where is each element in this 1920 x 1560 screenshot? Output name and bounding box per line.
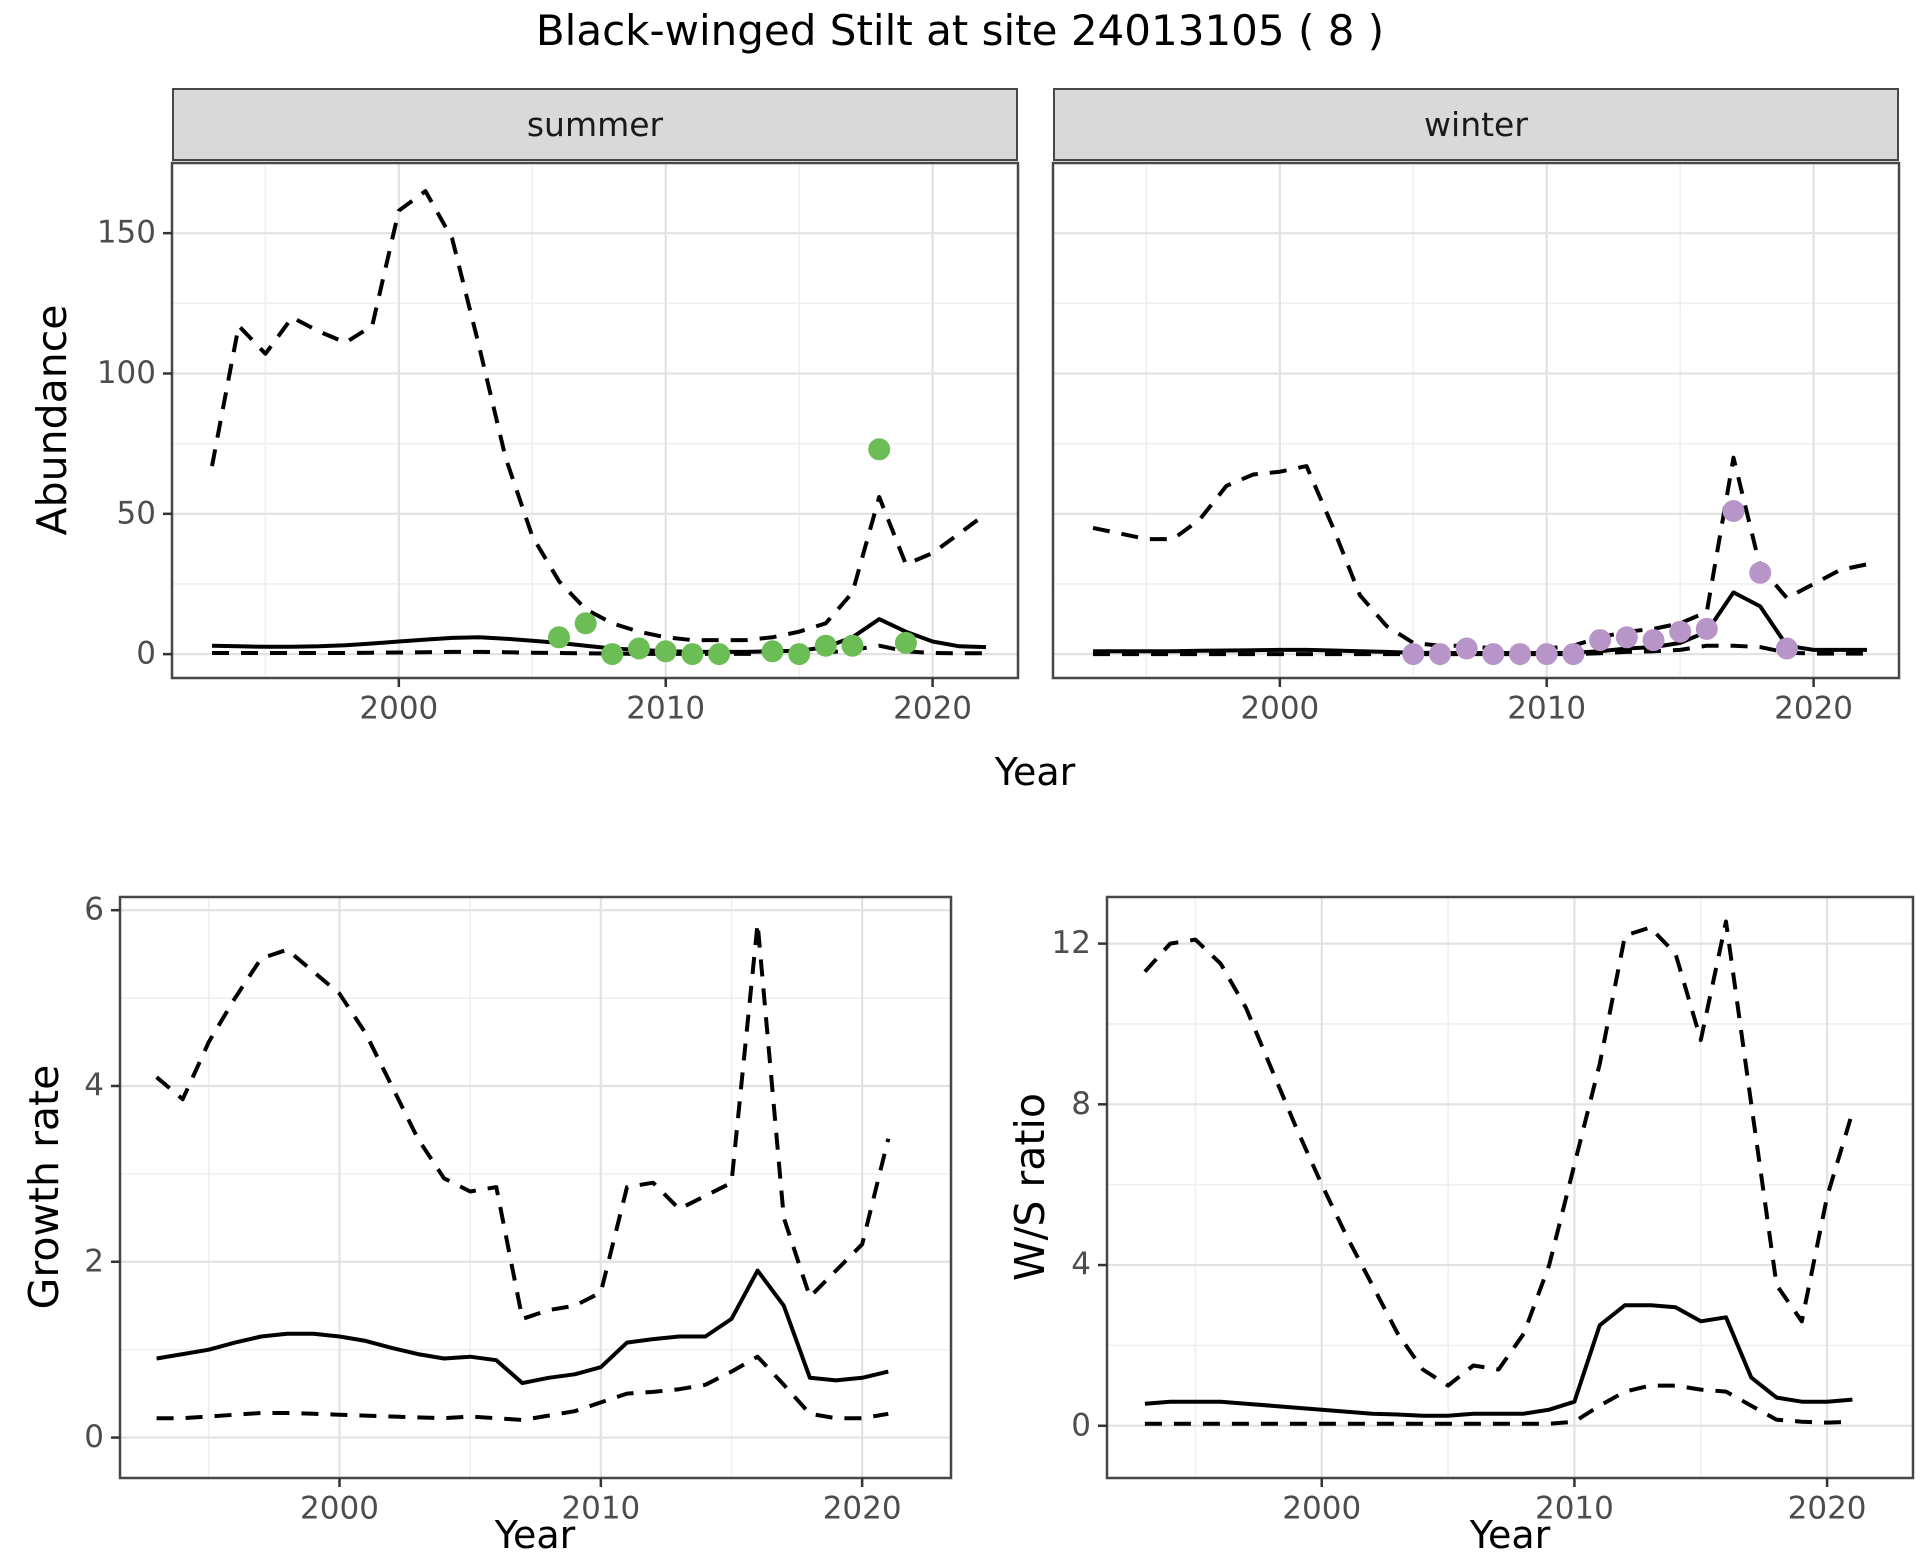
svg-text:2000: 2000: [359, 690, 438, 726]
svg-text:2010: 2010: [1507, 690, 1586, 726]
winter-observations: [1482, 643, 1505, 666]
series-ws-ratio-mean: [1144, 1303, 1853, 1418]
svg-text:150: 150: [97, 215, 156, 251]
winter-observations: [1429, 643, 1451, 666]
summer-observations: [574, 612, 597, 635]
panel-abundance-winter: 2000 2010 2020: [1051, 161, 1901, 726]
panel-abundance-summer: 2000 2010 2020 0 50 100 150: [97, 161, 1020, 726]
svg-text:0: 0: [1071, 1407, 1091, 1443]
svg-text:2000: 2000: [1240, 690, 1319, 726]
svg-text:2010: 2010: [561, 1490, 640, 1526]
x-axis-title-year-top: Year: [994, 750, 1076, 794]
svg-text:50: 50: [117, 495, 156, 531]
x-axis-title-year-growth: Year: [494, 1513, 576, 1557]
svg-text:2: 2: [84, 1243, 104, 1279]
series-abundance-summer-upper_ci: [210, 189, 988, 643]
winter-observations: [1695, 617, 1718, 640]
svg-text:2020: 2020: [823, 1490, 902, 1526]
summer-observations: [628, 637, 650, 660]
summer-observations: [761, 640, 784, 663]
series-growth-rate-lower_ci: [156, 1354, 889, 1422]
summer-observations: [894, 631, 917, 654]
summer-observations: [868, 438, 891, 461]
summer-observations: [841, 634, 864, 657]
winter-observations: [1749, 561, 1772, 584]
x-axis-title-year-ws: Year: [1469, 1513, 1551, 1557]
summer-observations: [708, 643, 731, 666]
series-abundance-winter-lower_ci: [1093, 643, 1867, 657]
winter-observations: [1722, 500, 1745, 522]
series-growth-rate-upper_ci: [155, 921, 891, 1321]
svg-text:8: 8: [1071, 1086, 1091, 1122]
svg-text:2020: 2020: [893, 690, 972, 726]
winter-observations: [1775, 637, 1798, 660]
svg-text:12: 12: [1052, 925, 1091, 961]
winter-observations: [1589, 629, 1612, 652]
svg-text:2010: 2010: [1535, 1490, 1614, 1526]
svg-text:6: 6: [84, 892, 104, 928]
svg-text:2000: 2000: [1282, 1490, 1361, 1526]
summer-observations: [681, 643, 704, 666]
panel-ws-ratio: 2000 2010 2020 0 4 8 12: [1052, 895, 1915, 1526]
series-ws-ratio-lower_ci: [1144, 1383, 1853, 1426]
summer-observations: [814, 634, 837, 657]
facet-strip-label-winter: winter: [1424, 105, 1528, 144]
figure-title: Black-winged Stilt at site 24013105 ( 8 …: [535, 6, 1385, 55]
svg-text:2020: 2020: [1788, 1490, 1867, 1526]
winter-observations: [1615, 626, 1638, 649]
facet-strip-winter: winter: [1053, 88, 1899, 161]
facet-strip-label-summer: summer: [526, 105, 664, 144]
winter-observations: [1402, 643, 1425, 666]
svg-text:0: 0: [84, 1419, 104, 1455]
svg-text:2000: 2000: [300, 1490, 379, 1526]
svg-text:2020: 2020: [1774, 690, 1853, 726]
summer-observations: [601, 643, 624, 666]
panel-growth-rate: 2000 2010 2020 0 2 4 6: [84, 892, 953, 1526]
winter-observations: [1642, 629, 1665, 652]
summer-observations: [788, 643, 811, 666]
series-abundance-winter-upper_ci: [1092, 455, 1868, 651]
summer-observations: [654, 640, 677, 663]
svg-text:2010: 2010: [626, 690, 705, 726]
svg-text:100: 100: [97, 355, 156, 391]
winter-observations: [1455, 637, 1478, 660]
winter-observations: [1509, 643, 1531, 666]
winter-observations: [1562, 643, 1585, 666]
series-growth-rate-mean: [156, 1268, 889, 1386]
winter-observations: [1535, 643, 1558, 666]
svg-text:4: 4: [1071, 1247, 1091, 1283]
series-abundance-summer-mean: [211, 617, 987, 654]
summer-observations: [548, 626, 570, 649]
svg-text:4: 4: [84, 1067, 104, 1103]
svg-text:0: 0: [136, 636, 156, 672]
series-ws-ratio-upper_ci: [1143, 919, 1855, 1388]
winter-observations: [1669, 620, 1692, 643]
facet-strip-summer: summer: [172, 88, 1018, 161]
